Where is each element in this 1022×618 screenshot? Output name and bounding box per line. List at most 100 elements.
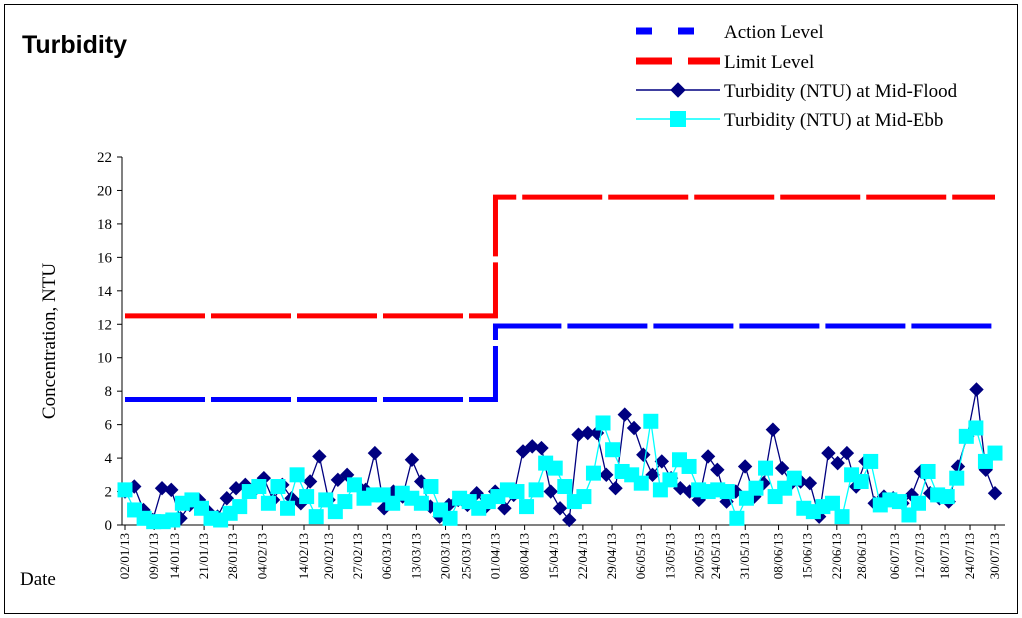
data-point: [595, 415, 611, 431]
y-tick-label: 16: [97, 250, 113, 266]
data-point: [299, 489, 315, 505]
x-tick-label: 14/01/13: [167, 533, 182, 579]
data-point: [839, 445, 855, 461]
data-point: [318, 492, 334, 508]
data-point: [824, 495, 840, 511]
data-point: [562, 512, 577, 528]
legend-label: Action Level: [724, 22, 824, 43]
series-line: [125, 194, 995, 319]
legend-item: Action Level: [636, 22, 824, 43]
series-layer: [117, 194, 1003, 530]
data-point: [863, 453, 879, 469]
x-tick-label: 28/01/13: [225, 533, 240, 579]
x-axis-label: Date: [20, 569, 56, 590]
x-tick-label: 06/07/13: [887, 533, 902, 579]
data-point: [534, 440, 549, 456]
data-point: [525, 439, 540, 454]
y-tick-label: 22: [97, 150, 112, 166]
x-tick-label: 20/02/13: [321, 533, 336, 579]
data-point: [528, 482, 544, 498]
data-point: [758, 460, 774, 476]
y-tick-label: 14: [97, 284, 113, 300]
y-axis-label: Concentration, NTU: [39, 263, 60, 419]
x-tick-label: 24/07/13: [962, 533, 977, 579]
data-point: [367, 445, 383, 461]
data-point: [737, 459, 753, 474]
data-point: [748, 480, 764, 496]
plot-area: 0 2 4 6 8 10 12 14 16 18 20 22 02/01/13 09/01/13 14/0…: [97, 150, 1005, 579]
data-point: [891, 494, 907, 510]
data-point: [219, 491, 235, 506]
data-point: [901, 507, 917, 523]
data-point: [710, 462, 725, 478]
data-point: [543, 484, 558, 499]
x-tick-label: 09/01/13: [146, 533, 161, 579]
series-1: [125, 194, 995, 319]
x-tick-label: 08/04/13: [517, 533, 532, 579]
data-point: [519, 499, 535, 515]
data-point: [968, 420, 984, 436]
data-point: [346, 477, 362, 493]
y-tick-label: 4: [105, 451, 113, 467]
data-point: [969, 382, 984, 397]
data-point: [557, 479, 573, 495]
data-point: [154, 480, 170, 496]
x-tick-label: 13/05/13: [662, 533, 677, 579]
data-point: [337, 494, 353, 510]
data-point: [626, 420, 642, 436]
data-point: [442, 510, 458, 526]
x-tick-label: 25/03/13: [458, 533, 473, 579]
y-tick-label: 0: [105, 518, 113, 534]
x-tick-label: 22/04/13: [575, 533, 590, 579]
x-tick-label: 24/05/13: [708, 533, 723, 579]
data-point: [786, 470, 802, 486]
x-tick-label: 04/02/13: [254, 533, 269, 579]
data-point: [413, 495, 429, 511]
x-tick-label: 12/07/13: [912, 533, 927, 579]
data-point: [289, 467, 305, 483]
data-point: [576, 489, 592, 505]
data-point: [853, 474, 869, 490]
series-0: [125, 323, 995, 403]
data-point: [662, 472, 678, 488]
y-tick-label: 18: [97, 217, 112, 233]
data-point: [830, 455, 845, 471]
data-point: [987, 486, 1003, 501]
legend-item: Limit Level: [636, 52, 814, 73]
data-point: [949, 470, 965, 486]
x-tick-label: 28/06/13: [854, 533, 869, 579]
data-point: [939, 489, 955, 505]
data-point: [911, 495, 927, 511]
data-point: [302, 474, 318, 489]
data-point: [164, 482, 179, 498]
data-point: [802, 475, 818, 491]
data-point: [821, 445, 836, 461]
data-point: [719, 484, 735, 500]
y-tick-label: 2: [105, 485, 113, 501]
data-point: [330, 472, 346, 488]
data-point: [765, 422, 781, 437]
data-point: [920, 463, 936, 479]
x-tick-label: 14/02/13: [296, 533, 311, 579]
data-point: [497, 501, 512, 516]
data-point: [423, 479, 439, 495]
data-point: [834, 509, 850, 525]
x-ticks: 02/01/13 09/01/13 14/01/13 21/01/13 28/01/13…: [117, 525, 1002, 579]
chart-title: Turbidity: [22, 31, 127, 59]
legend-item: Turbidity (NTU) at Mid-Flood: [636, 81, 958, 102]
x-tick-label: 27/02/13: [350, 533, 365, 579]
x-tick-label: 22/06/13: [829, 533, 844, 579]
data-point: [670, 111, 686, 127]
series-line: [125, 323, 995, 403]
x-tick-label: 15/06/13: [800, 533, 815, 579]
x-tick-label: 30/07/13: [987, 533, 1002, 579]
x-tick-label: 06/03/13: [379, 533, 394, 579]
data-point: [654, 454, 670, 469]
y-tick-label: 8: [105, 384, 113, 400]
x-tick-label: 15/04/13: [546, 533, 561, 579]
x-tick-label: 08/06/13: [771, 533, 786, 579]
y-tick-label: 20: [97, 183, 112, 199]
x-tick-label: 18/07/13: [937, 533, 952, 579]
data-point: [251, 479, 267, 495]
